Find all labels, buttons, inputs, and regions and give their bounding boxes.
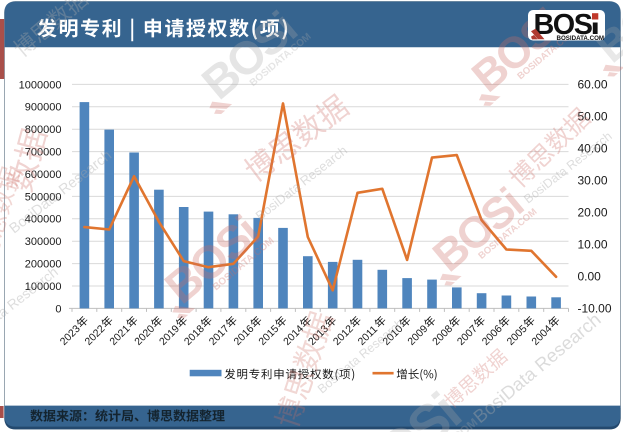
- svg-text:BOSIDATA.COM: BOSIDATA.COM: [557, 35, 605, 42]
- svg-text:60.00: 60.00: [578, 78, 608, 92]
- svg-text:900000: 900000: [25, 102, 62, 114]
- svg-text:300000: 300000: [25, 236, 62, 248]
- svg-text:50.00: 50.00: [578, 110, 608, 124]
- svg-text:20.00: 20.00: [578, 206, 608, 220]
- svg-text:40.00: 40.00: [578, 142, 608, 156]
- svg-text:400000: 400000: [25, 214, 62, 226]
- svg-text:0: 0: [55, 303, 61, 315]
- svg-text:10.00: 10.00: [578, 238, 608, 252]
- svg-text:100000: 100000: [25, 281, 62, 293]
- svg-text:200000: 200000: [25, 259, 62, 271]
- svg-text:BOS: BOS: [534, 9, 593, 41]
- svg-text:30.00: 30.00: [578, 174, 608, 188]
- svg-text:500000: 500000: [25, 191, 62, 203]
- svg-text:0.00: 0.00: [578, 270, 602, 284]
- svg-text:1000000: 1000000: [19, 79, 62, 91]
- svg-text:-10.00: -10.00: [578, 302, 612, 316]
